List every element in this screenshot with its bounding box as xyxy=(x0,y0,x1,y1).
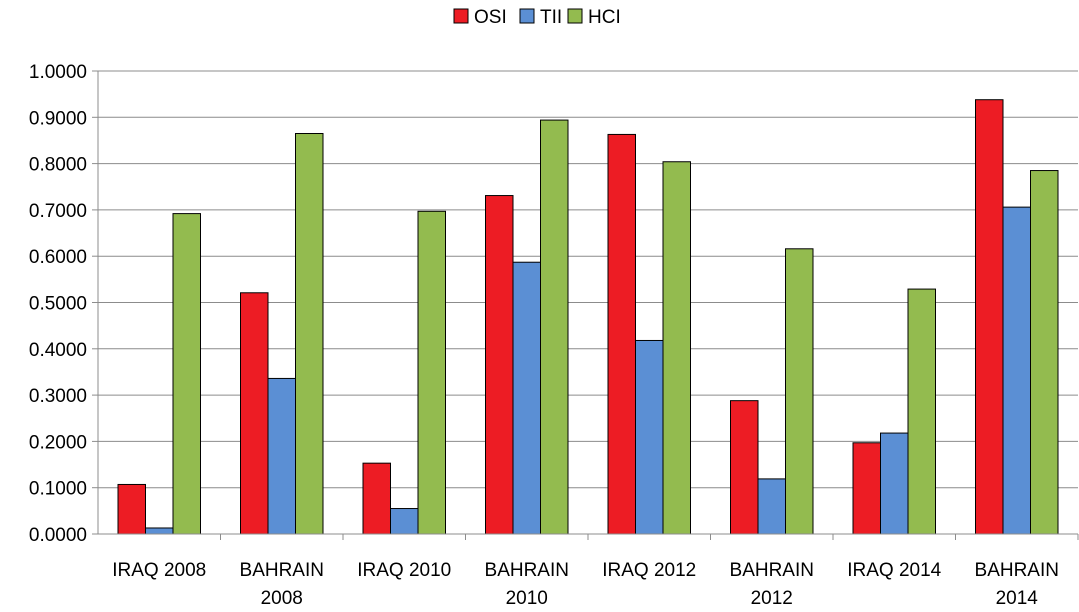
bar-osi xyxy=(730,400,759,535)
bar-tii xyxy=(1002,206,1031,535)
x-category-label: BAHRAIN xyxy=(730,560,814,581)
y-tick-label: 0.8000 xyxy=(29,155,87,176)
bar-hci xyxy=(785,248,814,535)
x-axis-labels: IRAQ 2008 BAHRAIN 2008 IRAQ 2010 BAHRAIN 2010… xyxy=(112,560,1059,609)
x-category-label: 2012 xyxy=(751,588,793,609)
y-tick-label: 1.0000 xyxy=(29,62,87,83)
y-tick-label: 0.1000 xyxy=(29,479,87,500)
y-tick-label: 0.6000 xyxy=(29,247,87,268)
bar-hci xyxy=(907,288,936,535)
bars xyxy=(117,99,1059,535)
x-category-label: 2014 xyxy=(996,588,1039,609)
bar-tii xyxy=(145,527,174,535)
bar-tii xyxy=(512,261,541,535)
y-tick-label: 0.3000 xyxy=(29,386,87,407)
legend-label-osi: OSI xyxy=(474,7,507,28)
y-tick-label: 0.0000 xyxy=(29,525,87,546)
axes xyxy=(92,70,1079,540)
legend-label-tii: TII xyxy=(540,7,562,28)
bar-osi xyxy=(975,99,1004,535)
legend-swatch-hci xyxy=(567,8,583,24)
bar-osi xyxy=(485,195,514,535)
legend-swatch-osi xyxy=(453,8,469,24)
y-tick-label: 0.4000 xyxy=(29,340,87,361)
x-category-label: BAHRAIN xyxy=(240,560,324,581)
y-tick-label: 0.7000 xyxy=(29,201,87,222)
legend-label-hci: HCI xyxy=(588,7,621,28)
bar-osi xyxy=(117,483,146,535)
bar-hci xyxy=(172,213,201,535)
x-category-label: IRAQ 2008 xyxy=(112,560,206,581)
x-category-label: BAHRAIN xyxy=(485,560,569,581)
x-category-label: IRAQ 2010 xyxy=(357,560,451,581)
x-category-label: 2008 xyxy=(261,588,303,609)
x-category-label: 2010 xyxy=(506,588,548,609)
bar-osi xyxy=(362,462,391,535)
legend-swatch-tii xyxy=(519,8,535,24)
bar-hci xyxy=(540,119,569,535)
x-category-label: IRAQ 2014 xyxy=(847,560,941,581)
y-tick-label: 0.9000 xyxy=(29,108,87,129)
bar-tii xyxy=(635,339,664,535)
y-tick-label: 0.2000 xyxy=(29,432,87,453)
bar-tii xyxy=(390,508,419,535)
legend: OSI TII HCI xyxy=(453,7,621,28)
x-category-label: IRAQ 2012 xyxy=(602,560,696,581)
bar-tii xyxy=(757,478,786,535)
y-tick-label: 0.5000 xyxy=(29,294,87,315)
bar-hci xyxy=(1030,170,1059,535)
y-axis-labels: 0.0000 0.1000 0.2000 0.3000 0.4000 0.5000 0.60… xyxy=(29,62,87,546)
bar-hci xyxy=(662,161,691,535)
x-category-label: BAHRAIN xyxy=(975,560,1059,581)
bar-tii xyxy=(880,432,909,535)
bar-osi xyxy=(240,292,269,535)
bar-tii xyxy=(267,377,296,535)
bar-osi xyxy=(852,442,881,535)
bar-hci xyxy=(295,133,324,535)
bar-osi xyxy=(607,133,636,535)
bar-hci xyxy=(417,210,446,535)
